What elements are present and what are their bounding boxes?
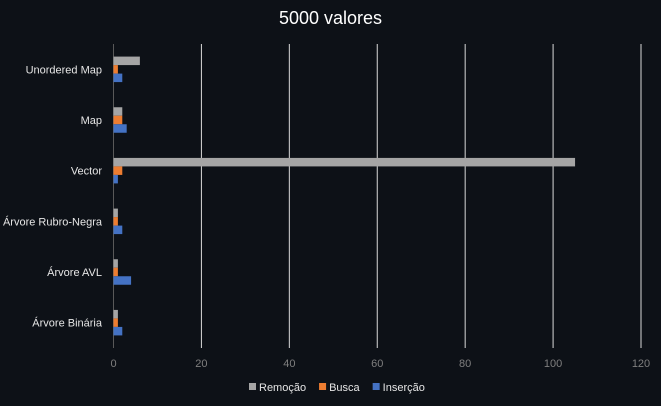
bar-busca: [113, 115, 123, 125]
bar-remoção: [113, 56, 140, 66]
legend-label: Inserção: [383, 382, 425, 394]
bar-inserção: [113, 174, 118, 184]
category-label: Map: [81, 115, 102, 127]
bar-remoção: [113, 309, 118, 319]
x-tick-label: 60: [371, 358, 383, 370]
bar-inserção: [113, 326, 123, 336]
legend-label: Busca: [329, 382, 360, 394]
legend-swatch: [372, 383, 380, 390]
category-label: Árvore AVL: [47, 266, 102, 279]
bar-remoção: [113, 208, 118, 218]
category-label: Árvore Rubro-Negra: [3, 215, 103, 228]
x-tick-label: 100: [544, 358, 562, 370]
bar-busca: [113, 166, 123, 175]
legend-swatch: [319, 383, 327, 390]
category-label: Árvore Binária: [32, 317, 103, 330]
legend-label: Remoção: [259, 382, 306, 394]
bar-busca: [113, 267, 118, 277]
tick-labels: 0 20 40 60 80 100 120: [110, 358, 650, 370]
legend: Remoção Busca Inserção: [249, 382, 425, 394]
x-tick-label: 120: [632, 358, 650, 370]
bar-remoção: [113, 107, 123, 116]
x-tick-label: 40: [283, 358, 295, 370]
bar-remoção: [113, 157, 576, 167]
category-label: Vector: [71, 166, 103, 178]
bar-busca: [113, 65, 118, 74]
bar-busca: [113, 318, 118, 327]
grid-layer: [113, 44, 642, 348]
chart-title: 5000 valores: [279, 8, 382, 28]
bar-remoção: [113, 259, 118, 268]
bar-busca: [113, 217, 118, 226]
x-tick-label: 80: [459, 358, 471, 370]
x-tick-label: 0: [110, 358, 116, 370]
x-tick-label: 20: [195, 358, 207, 370]
bars-layer: [113, 56, 576, 336]
bar-inserção: [113, 73, 123, 83]
category-label: Unordered Map: [26, 64, 102, 76]
bar-inserção: [113, 225, 123, 235]
bar-inserção: [113, 124, 127, 133]
bar-inserção: [113, 276, 132, 285]
category-labels: Unordered Map Map Vector Árvore Rubro-Negra…: [3, 64, 103, 329]
legend-swatch: [249, 383, 256, 390]
